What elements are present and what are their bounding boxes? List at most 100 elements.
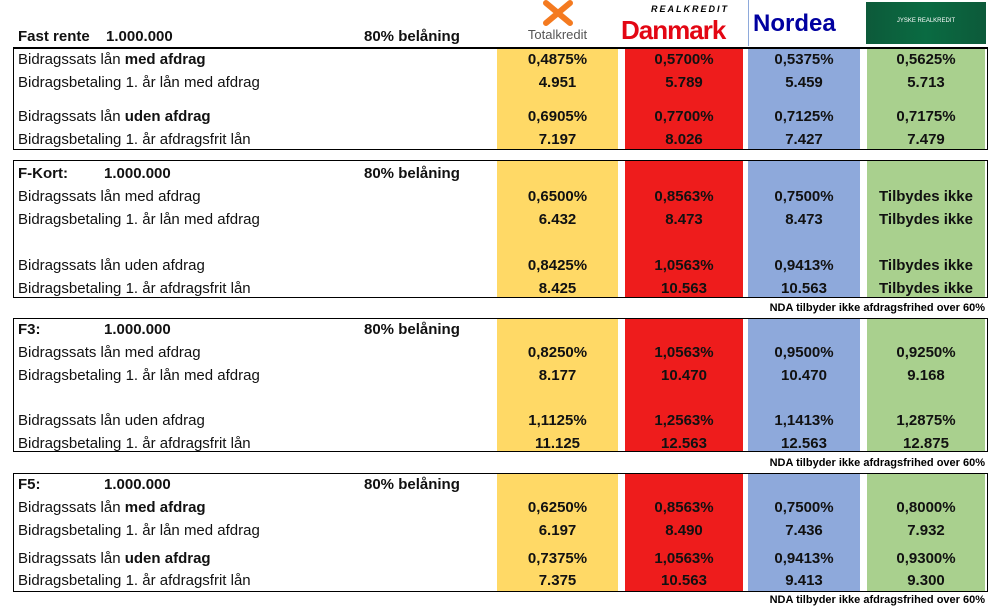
value-cell: 0,9500% (774, 344, 834, 361)
value-cell: 7.427 (785, 131, 823, 148)
provider-column-1 (625, 160, 743, 298)
loan-amount: 1.000.000 (104, 476, 171, 493)
provider-column-3 (867, 318, 985, 452)
ltv-label: 80% belåning (364, 321, 460, 338)
value-cell: 0,6500% (527, 188, 588, 205)
loan-amount: 1.000.000 (104, 165, 171, 182)
value-cell: 9.300 (907, 572, 945, 589)
value-cell: 0,9413% (774, 257, 834, 274)
value-cell: 9.413 (785, 572, 823, 589)
section-box (13, 318, 988, 452)
row-label: Bidragsbetaling 1. år afdragsfrit lån (18, 131, 251, 149)
value-cell: 0,5375% (774, 51, 834, 68)
value-cell: 0,7500% (774, 188, 834, 205)
value-cell: 12.563 (661, 435, 707, 452)
row-label: Bidragssats lån uden afdrag (18, 108, 211, 126)
value-cell: 0,9300% (896, 550, 956, 567)
value-cell: 11.125 (534, 435, 581, 452)
value-cell: 5.459 (785, 74, 823, 91)
footnote: NDA tilbyder ikke afdragsfrihed over 60% (769, 302, 985, 314)
nordea-logo: Nordea (748, 0, 861, 46)
value-cell: 0,8563% (654, 499, 714, 516)
row-label: Bidragsbetaling 1. år lån med afdrag (18, 367, 260, 385)
value-cell: 9.168 (907, 367, 945, 384)
row-label-text: Bidragsbetaling 1. år afdragsfrit lån (18, 572, 251, 589)
value-cell: 1,0563% (654, 344, 714, 361)
row-label: Bidragssats lån uden afdrag (18, 257, 205, 275)
value-cell: 0,8250% (527, 344, 588, 361)
row-label: Bidragsbetaling 1. år lån med afdrag (18, 74, 260, 92)
row-label-text: Bidragssats lån (18, 550, 125, 567)
provider-column-3 (867, 473, 985, 592)
provider-column-2 (748, 318, 860, 452)
row-label: Bidragsbetaling 1. år afdragsfrit lån (18, 572, 251, 590)
row-label-text: Bidragssats lån (18, 51, 125, 68)
value-cell: 0,7125% (774, 108, 834, 125)
section-box (13, 160, 988, 298)
row-label-text: Bidragsbetaling 1. år afdragsfrit lån (18, 435, 251, 452)
value-cell: 8.490 (665, 522, 703, 539)
value-cell: 1,1413% (774, 412, 834, 429)
value-cell: 4.951 (538, 74, 577, 91)
provider-column-3 (867, 160, 985, 298)
value-cell: 0,4875% (527, 51, 588, 68)
danmark-name: Danmark (621, 15, 726, 45)
provider-column-0 (497, 47, 618, 150)
value-cell: 0,7500% (774, 499, 834, 516)
provider-column-1 (625, 318, 743, 452)
value-cell: 8.425 (538, 280, 577, 297)
value-cell: 10.563 (661, 280, 707, 297)
value-cell: 1,2875% (896, 412, 956, 429)
ltv-label: 80% belåning (364, 165, 460, 182)
value-cell: 7.197 (538, 131, 577, 148)
loan-amount: 1.000.000 (106, 28, 173, 45)
loan-amount: 1.000.000 (104, 321, 171, 338)
row-label-text: Bidragssats lån (18, 499, 125, 516)
value-cell: 5.713 (907, 74, 945, 91)
value-cell: 1,0563% (654, 257, 714, 274)
row-label-emphasis: med afdrag (124, 51, 206, 68)
nordea-name: Nordea (753, 10, 836, 37)
section-title: F5: (18, 476, 41, 493)
row-label: Bidragssats lån med afdrag (18, 344, 201, 362)
row-label-text: Bidragssats lån uden afdrag (18, 412, 205, 429)
row-label: Bidragssats lån uden afdrag (18, 550, 211, 568)
x-icon (543, 0, 573, 26)
value-cell: 8.177 (538, 367, 577, 384)
provider-column-1 (625, 47, 743, 150)
row-label-emphasis: uden afdrag (124, 108, 211, 125)
provider-column-0 (497, 160, 618, 298)
value-cell: 0,5700% (654, 51, 714, 68)
totalkredit-logo: Totalkredit (497, 0, 618, 46)
value-cell: 1,1125% (528, 412, 587, 429)
value-cell: 0,5625% (896, 51, 956, 68)
row-label-text: Bidragssats lån uden afdrag (18, 257, 205, 274)
value-cell: 0,8000% (896, 499, 956, 516)
section-title: Fast rente (18, 28, 90, 45)
value-cell: 0,8563% (654, 188, 714, 205)
value-cell: 8.473 (665, 211, 703, 228)
value-cell: 6.432 (538, 211, 577, 228)
value-cell: 0,7700% (654, 108, 714, 125)
footnote: NDA tilbyder ikke afdragsfrihed over 60% (769, 457, 985, 469)
value-cell: 10.563 (661, 572, 707, 589)
row-label: Bidragssats lån med afdrag (18, 51, 206, 69)
provider-column-3 (867, 47, 985, 150)
row-label-text: Bidragssats lån med afdrag (18, 344, 201, 361)
realkredit-danmark-logo: REALKREDIT Danmark (621, 0, 743, 46)
provider-column-2 (748, 473, 860, 592)
row-label: Bidragsbetaling 1. år afdragsfrit lån (18, 280, 251, 298)
value-cell: 0,6250% (527, 499, 588, 516)
provider-column-1 (625, 473, 743, 592)
provider-column-2 (748, 47, 860, 150)
row-label: Bidragssats lån uden afdrag (18, 412, 205, 430)
value-cell: 7.436 (785, 522, 823, 539)
value-cell: 10.563 (781, 280, 827, 297)
value-cell: 0,7375% (527, 550, 588, 567)
provider-column-0 (497, 473, 618, 592)
row-label: Bidragssats lån med afdrag (18, 499, 206, 517)
ltv-label: 80% belåning (364, 476, 460, 493)
value-cell: 7.375 (538, 572, 577, 589)
provider-column-0 (497, 318, 618, 452)
